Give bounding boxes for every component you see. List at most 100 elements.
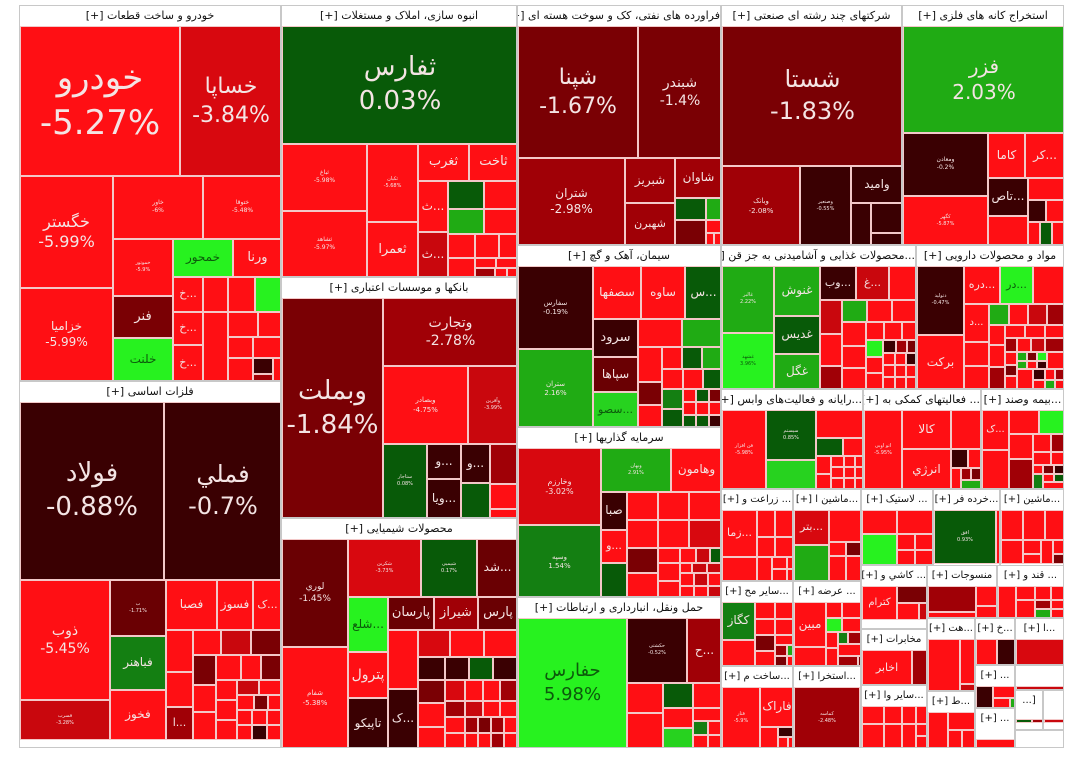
stock-tile[interactable] [696, 389, 709, 402]
stock-tile[interactable]: ...وب [820, 266, 856, 300]
stock-tile[interactable] [252, 725, 267, 740]
stock-tile[interactable] [775, 602, 792, 619]
stock-tile[interactable] [897, 534, 915, 550]
stock-tile[interactable]: پترول [348, 652, 388, 698]
stock-tile[interactable]: خساپا -3.84% [180, 26, 280, 176]
stock-tile[interactable] [971, 468, 980, 480]
stock-tile[interactable] [928, 612, 976, 617]
stock-tile[interactable]: فسوز [217, 580, 253, 630]
sector-title-expand[interactable]: ...ا [+] [1023, 623, 1056, 634]
sector-title-expand[interactable]: ...ساخت م [+] [724, 671, 790, 682]
stock-tile[interactable]: ...شلع [348, 597, 388, 652]
sector-title-expand[interactable]: ...خرده فر [+] [934, 494, 999, 505]
stock-tile[interactable] [228, 277, 255, 312]
stock-tile[interactable] [491, 733, 504, 747]
stock-tile[interactable]: پارس [478, 597, 516, 630]
stock-tile[interactable] [838, 644, 860, 656]
stock-tile[interactable]: اخابر [862, 650, 912, 684]
stock-tile[interactable]: وصنعیر -0.55% [800, 166, 851, 244]
stock-tile[interactable] [710, 548, 720, 563]
stock-tile[interactable] [484, 209, 516, 234]
stock-tile[interactable] [693, 708, 720, 721]
stock-tile[interactable] [1033, 452, 1051, 465]
stock-tile[interactable]: کالا [902, 410, 951, 449]
stock-tile[interactable] [755, 602, 775, 619]
stock-tile[interactable] [193, 655, 216, 685]
stock-tile[interactable] [843, 438, 862, 456]
stock-tile[interactable] [495, 268, 507, 276]
stock-tile[interactable] [166, 672, 193, 707]
stock-tile[interactable] [844, 467, 855, 478]
stock-tile[interactable] [884, 724, 902, 747]
stock-tile[interactable] [253, 358, 273, 374]
sector-title-expand[interactable]: ...رایانه و فعالیت‌های وابس [+] [722, 393, 862, 406]
stock-tile[interactable]: ...بتر [794, 510, 829, 545]
stock-tile[interactable]: سرود [593, 319, 638, 357]
stock-tile[interactable] [1028, 304, 1047, 325]
stock-tile[interactable] [895, 353, 906, 365]
stock-tile[interactable] [658, 520, 689, 548]
stock-tile[interactable] [1051, 609, 1063, 617]
stock-tile[interactable]: فصبا [166, 580, 217, 630]
stock-tile[interactable] [216, 720, 237, 740]
stock-tile[interactable] [862, 510, 897, 534]
stock-tile[interactable]: حفارس 5.98% [518, 618, 627, 747]
sector-title-expand[interactable]: انبوه سازی، املاک و مستغلات [+] [319, 9, 479, 22]
stock-tile[interactable] [1033, 266, 1063, 304]
stock-tile[interactable] [772, 569, 787, 580]
stock-tile[interactable]: وهامون [671, 448, 720, 492]
stock-tile[interactable] [490, 484, 516, 509]
stock-tile[interactable] [203, 277, 228, 312]
sector-title-expand[interactable]: بانکها و موسسات اعتباری [+] [329, 281, 469, 294]
stock-tile[interactable] [504, 733, 516, 747]
stock-tile[interactable]: ذوب -5.45% [20, 580, 110, 700]
stock-tile[interactable] [775, 510, 792, 537]
stock-tile[interactable] [1009, 410, 1039, 434]
sector-title-expand[interactable]: مخابرات [+] [866, 634, 922, 645]
stock-tile[interactable]: ثکیان -5.68% [367, 144, 418, 222]
sector-title-expand[interactable]: محصولات شیمیایی [+] [345, 522, 453, 535]
stock-tile[interactable]: فباهنر [110, 636, 166, 690]
stock-tile[interactable] [484, 181, 516, 209]
stock-tile[interactable] [418, 727, 445, 747]
stock-tile[interactable] [897, 586, 926, 603]
stock-tile[interactable] [193, 685, 216, 712]
stock-tile[interactable] [829, 556, 846, 580]
stock-tile[interactable]: شبریز [625, 158, 675, 203]
sector-title-expand[interactable]: ... فعالیتهای کمکی به [+] [864, 393, 980, 406]
stock-tile[interactable] [500, 701, 516, 717]
stock-tile[interactable] [261, 655, 280, 680]
stock-tile[interactable]: خمحور [173, 239, 233, 277]
stock-tile[interactable]: فاراک [760, 687, 792, 727]
stock-tile[interactable] [844, 478, 855, 488]
stock-tile[interactable] [855, 456, 862, 467]
stock-tile[interactable] [1035, 600, 1051, 609]
stock-tile[interactable]: ...غ [856, 266, 889, 300]
stock-tile[interactable] [976, 739, 1014, 747]
stock-tile[interactable]: ...ث [418, 181, 448, 232]
sector-title-expand[interactable]: سیمان، آهک و گچ [+] [567, 249, 670, 262]
stock-tile[interactable] [1017, 369, 1033, 388]
sector-title-expand[interactable]: ...خ [+] [977, 623, 1013, 634]
stock-tile[interactable] [662, 369, 683, 389]
stock-tile[interactable]: فخوز [110, 690, 166, 740]
stock-tile[interactable] [1045, 510, 1063, 540]
stock-tile[interactable] [1039, 410, 1063, 434]
stock-tile[interactable]: وبصادر -4.75% [383, 366, 468, 444]
stock-tile[interactable] [928, 639, 960, 690]
stock-tile[interactable] [1054, 465, 1063, 474]
stock-tile[interactable] [787, 569, 792, 580]
stock-tile[interactable] [826, 618, 842, 632]
stock-tile[interactable] [228, 337, 253, 358]
stock-tile[interactable]: فنر [113, 296, 173, 338]
stock-tile[interactable] [251, 630, 280, 655]
stock-tile[interactable]: فملي -0.7% [164, 402, 280, 580]
stock-tile[interactable]: ...د [964, 304, 989, 342]
stock-tile[interactable] [638, 319, 682, 347]
stock-tile[interactable] [842, 346, 866, 368]
stock-tile[interactable] [1046, 200, 1063, 222]
stock-tile[interactable] [1045, 338, 1063, 352]
stock-tile[interactable] [897, 603, 919, 620]
stock-tile[interactable] [884, 706, 902, 724]
stock-tile[interactable] [707, 563, 720, 573]
